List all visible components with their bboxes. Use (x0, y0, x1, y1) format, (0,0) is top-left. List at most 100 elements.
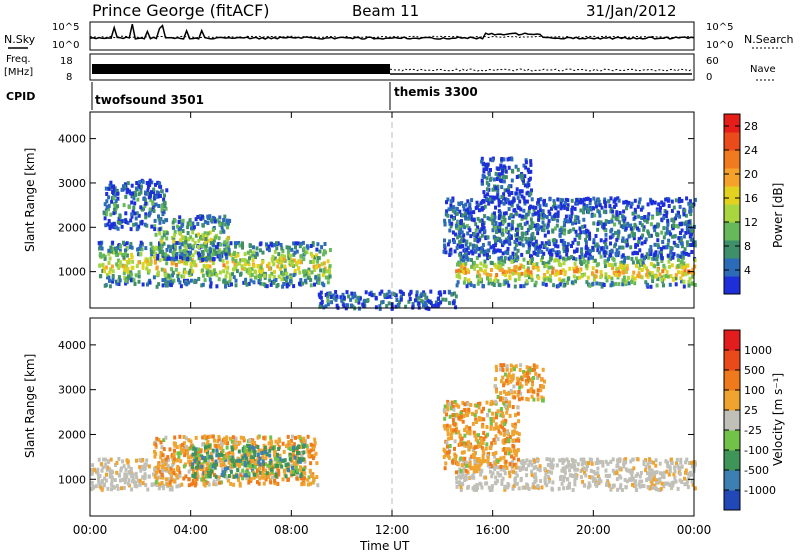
scatter-cell (668, 264, 672, 269)
scatter-cell (191, 269, 195, 274)
scatter-cell (656, 238, 660, 243)
scatter-cell (478, 481, 482, 486)
scatter-cell (102, 211, 106, 216)
scatter-cell (498, 228, 501, 233)
scatter-cell (452, 239, 456, 244)
scatter-cell (603, 197, 607, 202)
scatter-cell (541, 261, 545, 265)
scatter-cell (239, 473, 243, 478)
scatter-cell (193, 474, 197, 479)
scatter-cell (255, 274, 259, 279)
scatter-cell (560, 230, 564, 235)
scatter-cell (503, 465, 506, 469)
scatter-cell (571, 460, 575, 465)
scatter-cell (307, 482, 310, 487)
scatter-cell (568, 228, 572, 233)
scatter-cell (614, 230, 617, 235)
scatter-cell (187, 459, 191, 464)
scatter-cell (163, 254, 167, 259)
scatter-cell (524, 236, 528, 241)
scatter-cell (261, 267, 264, 272)
scatter-cell (594, 243, 597, 248)
scatter-cell (204, 237, 208, 241)
scatter-cell (149, 262, 153, 266)
scatter-cell (204, 445, 208, 450)
scatter-cell (273, 481, 277, 485)
scatter-cell (455, 269, 459, 274)
scatter-cell (520, 189, 524, 194)
scatter-cell (241, 468, 245, 473)
scatter-cell (515, 187, 519, 192)
scatter-cell (624, 239, 628, 244)
scatter-cell (648, 467, 652, 472)
scatter-cell (156, 464, 160, 469)
scatter-cell (259, 281, 263, 286)
scatter-cell (636, 260, 640, 265)
scatter-cell (273, 456, 277, 461)
scatter-cell (124, 248, 127, 253)
scatter-cell (234, 254, 238, 259)
scatter-cell (150, 180, 154, 185)
scatter-cell (130, 487, 134, 492)
scatter-cell (195, 457, 199, 461)
scatter-cell (236, 253, 240, 258)
scatter-cell (601, 460, 605, 465)
scatter-cell (590, 213, 594, 218)
scatter-cell (251, 258, 255, 263)
scatter-cell (503, 259, 507, 264)
scatter-cell (498, 262, 502, 267)
scatter-cell (233, 250, 236, 255)
scatter-cell (188, 273, 192, 277)
scatter-cell (132, 196, 136, 201)
scatter-cell (302, 481, 306, 486)
scatter-cell (121, 253, 125, 257)
scatter-cell (248, 460, 252, 465)
scatter-cell (275, 241, 278, 246)
scatter-cell (619, 263, 623, 268)
scatter-cell (625, 203, 629, 208)
scatter-cell (640, 261, 643, 266)
scatter-cell (693, 486, 697, 491)
scatter-cell (484, 236, 488, 241)
scatter-cell (618, 220, 622, 225)
scatter-cell (607, 199, 611, 204)
scatter-cell (611, 457, 615, 462)
scatter-cell (272, 449, 276, 454)
scatter-cell (555, 253, 559, 258)
scatter-cell (465, 239, 469, 244)
scatter-cell (610, 219, 614, 224)
scatter-cell (638, 197, 642, 202)
scatter-cell (263, 273, 266, 278)
scatter-cell (488, 488, 492, 492)
scatter-cell (630, 201, 634, 206)
scatter-cell (687, 219, 691, 224)
scatter-cell (129, 272, 133, 277)
scatter-cell (559, 270, 563, 275)
scatter-cell (156, 270, 160, 275)
scatter-cell (581, 255, 585, 260)
scatter-cell (453, 249, 457, 254)
scatter-cell (297, 435, 301, 439)
scatter-cell (548, 211, 552, 216)
scatter-cell (179, 238, 183, 243)
scatter-cell (197, 447, 200, 452)
scatter-cell (553, 204, 557, 209)
scatter-cell (205, 461, 209, 466)
scatter-cell (505, 270, 509, 275)
scatter-cell (514, 233, 518, 238)
scatter-cell (578, 254, 582, 259)
scatter-cell (458, 252, 462, 257)
scatter-cell (480, 485, 484, 490)
scatter-cell (655, 283, 659, 288)
scatter-cell (604, 473, 608, 478)
scatter-cell (238, 464, 241, 469)
colorbar-swatch (724, 132, 740, 151)
scatter-cell (527, 183, 531, 188)
scatter-cell (172, 242, 176, 247)
scatter-cell (571, 474, 575, 478)
scatter-cell (161, 212, 165, 217)
scatter-cell (119, 466, 123, 471)
scatter-cell (537, 275, 541, 280)
scatter-cell (185, 261, 189, 266)
scatter-cell (482, 169, 486, 174)
